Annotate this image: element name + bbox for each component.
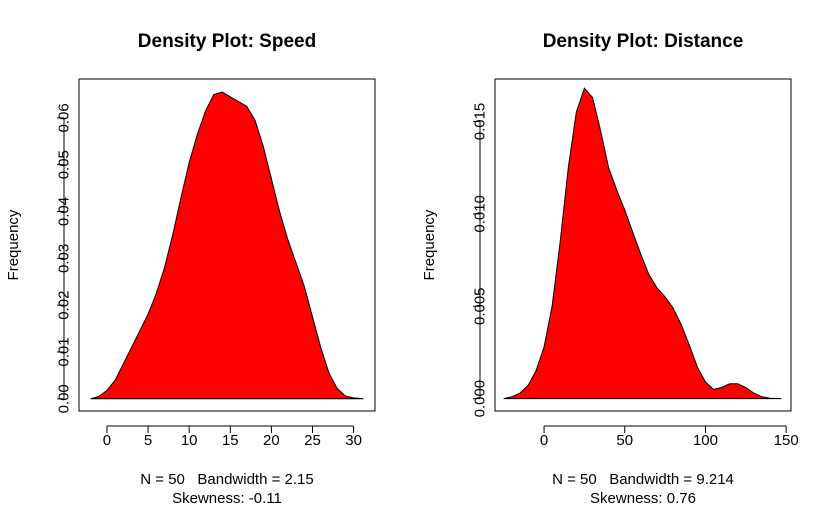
y-tick-label: 0.05 — [56, 150, 73, 179]
skewness-label: Skewness: 0.76 — [590, 490, 696, 507]
y-tick-label: 0.005 — [472, 287, 489, 325]
density-area-0 — [503, 87, 782, 400]
chart-title: Density Plot: Speed — [138, 31, 316, 52]
x-tick-label: 30 — [345, 432, 362, 449]
x-tick-label: 15 — [222, 432, 239, 449]
y-tick-label: 0.015 — [472, 103, 489, 141]
density-series — [503, 87, 782, 400]
y-tick-label: 0.03 — [56, 244, 73, 273]
x-axis-label: N = 50 Bandwidth = 2.15 — [140, 471, 313, 488]
x-tick-label: 150 — [774, 432, 799, 449]
x-tick-label: 10 — [181, 432, 198, 449]
y-axis-label: Frequency — [5, 209, 22, 280]
y-tick-label: 0.04 — [56, 197, 73, 226]
x-axis: 0 50 100 150 — [540, 425, 799, 449]
x-tick-label: 100 — [693, 432, 718, 449]
y-tick-label: 0.06 — [56, 103, 73, 132]
density-series — [90, 91, 364, 400]
x-tick-label: 50 — [616, 432, 633, 449]
y-tick-label: 0.00 — [56, 384, 73, 413]
y-tick-label: 0.000 — [472, 380, 489, 418]
x-tick-label: 25 — [304, 432, 321, 449]
x-tick-label: 5 — [144, 432, 152, 449]
speed-density-panel: Density Plot: Speed 0 5 10 15 20 25 30 0.000.0… — [5, 31, 376, 507]
density-area-0 — [90, 91, 364, 400]
y-tick-label: 0.02 — [56, 291, 73, 320]
x-axis-label: N = 50 Bandwidth = 9.214 — [552, 471, 734, 488]
y-axis: 0.00 0.01 0.02 0.03 0.04 0.05 0.06 — [56, 103, 73, 413]
x-tick-label: 0 — [103, 432, 111, 449]
plot-frame — [494, 78, 792, 412]
y-axis: 0.000 0.005 0.010 0.015 — [472, 103, 489, 418]
y-tick-label: 0.01 — [56, 337, 73, 366]
chart-title: Density Plot: Distance — [543, 31, 744, 52]
x-axis: 0 5 10 15 20 25 30 — [103, 425, 362, 449]
x-tick-label: 0 — [540, 432, 548, 449]
distance-density-panel: Density Plot: Distance 0 50 100 150 0.0000.… — [421, 31, 799, 507]
y-axis-label: Frequency — [421, 209, 438, 280]
y-tick-label: 0.010 — [472, 195, 489, 233]
x-tick-label: 20 — [263, 432, 280, 449]
plot-frame — [78, 78, 376, 412]
skewness-label: Skewness: -0.11 — [172, 490, 282, 507]
